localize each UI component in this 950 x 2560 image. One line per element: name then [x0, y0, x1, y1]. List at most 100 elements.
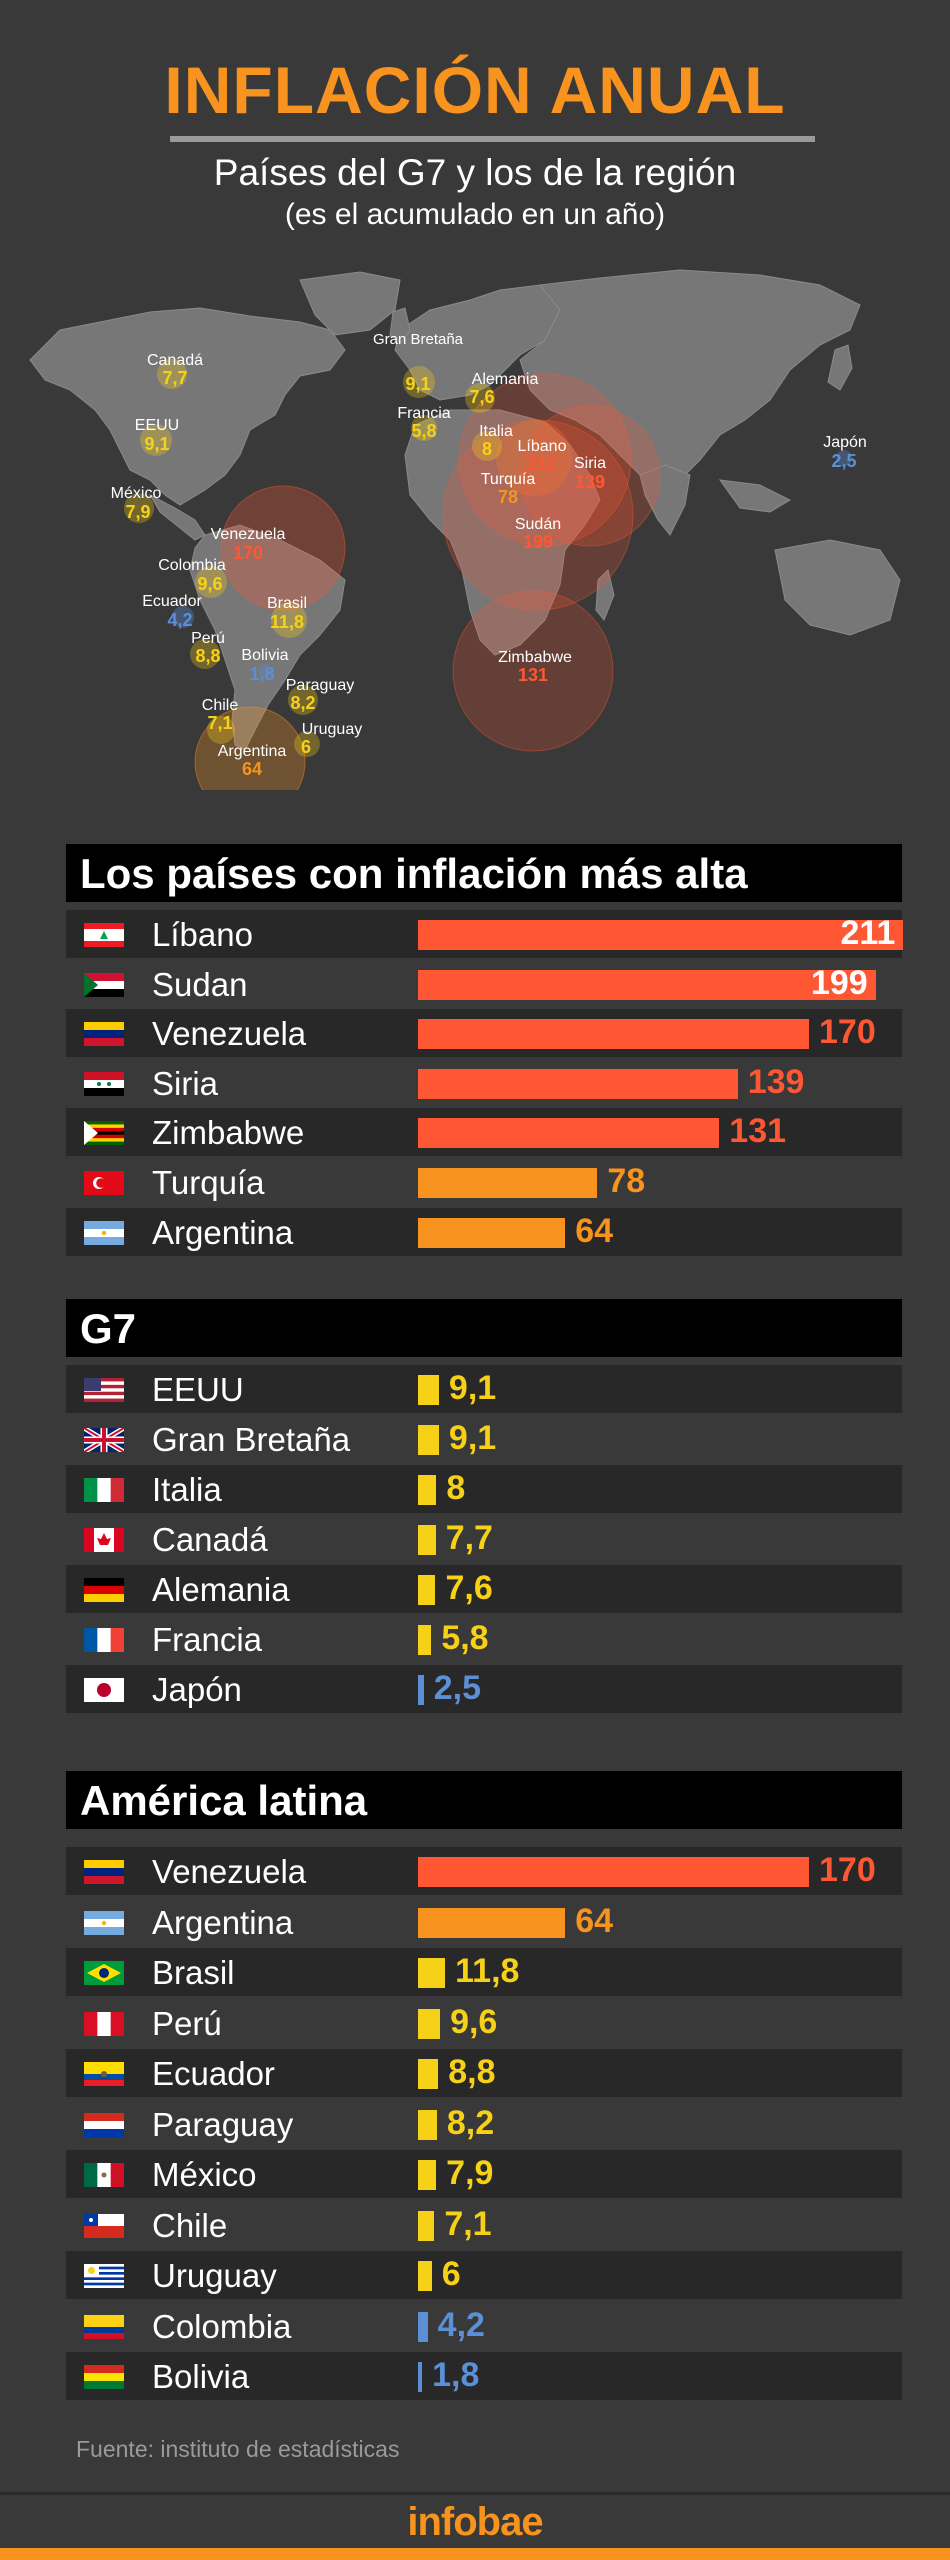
flag-mexico-icon [84, 2163, 124, 2187]
bar [418, 2059, 439, 2089]
country-label: Gran Bretaña [152, 1421, 351, 1458]
chart-row: México 7,9 [66, 2150, 902, 2198]
chart-row: Brasil 11,8 [66, 1948, 902, 1996]
country-label: Japón [152, 1671, 242, 1708]
flag-ecuador-icon [84, 2062, 124, 2086]
value-label: 8 [446, 1469, 466, 1507]
chart-row: Paraguay 8,2 [66, 2100, 902, 2148]
value-label: 139 [747, 1062, 805, 1101]
chart-row: Bolivia 1,8 [66, 2352, 902, 2400]
flag-chile-icon [84, 2213, 124, 2238]
flag-germany-icon [84, 1578, 124, 1602]
country-label: Alemania [152, 1571, 290, 1608]
map-label-value: 7,6 [469, 387, 494, 407]
country-label: EEUU [152, 1371, 244, 1408]
flag-usa-icon [84, 1378, 124, 1402]
bar [418, 2311, 428, 2342]
brand-logo: infobae [407, 2500, 543, 2544]
bar [418, 1217, 566, 1248]
country-label: Brasil [152, 1954, 235, 1991]
bar [418, 1118, 720, 1149]
bar [418, 1475, 437, 1505]
africa-landmass [404, 409, 601, 656]
map-label-name: Líbano [518, 438, 567, 455]
map-label-value: 5,8 [411, 421, 436, 441]
value-label: 131 [729, 1112, 787, 1151]
southeast-asia-landmass [718, 479, 792, 513]
flag-argentina-icon [84, 1220, 124, 1245]
chart-row: Argentina 64 [66, 1207, 902, 1256]
chart-row: Siria 139 [66, 1059, 902, 1107]
country-label: Sudan [152, 965, 248, 1003]
value-label: 6 [441, 2255, 461, 2293]
value-label: 9,1 [448, 1369, 497, 1407]
country-label: Canadá [152, 1521, 268, 1558]
chart-row: Alemania 7,6 [66, 1565, 902, 1613]
world-map: Canadá 7,7 EEUU 9,1 México 7,9 Venezuela… [29, 269, 901, 790]
chart-title: INFLACIÓN ANUAL [164, 53, 786, 127]
chart-row: Venezuela 170 [66, 1847, 902, 1895]
bar [418, 1958, 446, 1988]
country-label: Paraguay [152, 2105, 294, 2143]
map-label-name: Francia [397, 405, 450, 422]
flag-lebanon-icon [84, 923, 124, 947]
value-label: 1,8 [432, 2356, 480, 2394]
uk-landmass [389, 307, 411, 343]
bottom-accent-strip [0, 2548, 950, 2560]
map-label-name: Siria [574, 455, 606, 472]
map-label-value: 9,1 [405, 374, 430, 394]
value-label: 4,2 [437, 2305, 485, 2344]
value-label: 8,2 [446, 2103, 495, 2142]
bar [418, 1019, 809, 1050]
flag-colombia-icon [84, 2314, 124, 2339]
country-label: Bolivia [152, 2358, 250, 2395]
chart-row: Turquía 78 [66, 1158, 902, 1206]
map-label-value: 78 [498, 487, 518, 507]
chart-row: Gran Bretaña 9,1 [66, 1415, 902, 1463]
value-label: 11,8 [455, 1952, 520, 1990]
bar [418, 1068, 738, 1099]
chart-row: Italia 8 [66, 1465, 902, 1513]
madagascar-landmass [595, 569, 615, 621]
value-label: 2,5 [433, 1669, 482, 1707]
country-label: Turquía [152, 1164, 265, 1201]
map-label-value: 211 [527, 454, 556, 474]
map-label-name: Paraguay [286, 677, 355, 694]
value-label: 5,8 [441, 1619, 489, 1657]
flag-brazil-icon [84, 1961, 124, 1985]
section-title: América latina [80, 1777, 368, 1824]
flag-argentina-icon [84, 1910, 124, 1935]
flag-syria-icon [84, 1071, 124, 1096]
chart-row: Uruguay 6 [66, 2251, 902, 2299]
country-label: Colombia [152, 2307, 292, 2345]
country-label: México [152, 2156, 257, 2193]
country-label: Zimbabwe [152, 1114, 305, 1152]
value-label: 7,6 [445, 1569, 493, 1607]
bar [418, 1425, 439, 1455]
country-label: Chile [152, 2206, 228, 2244]
chart-row: Colombia 4,2 [66, 2302, 902, 2350]
section-header-g7: G7 [66, 1299, 902, 1357]
bar [418, 2109, 437, 2140]
map-label-value: 11,8 [270, 612, 304, 632]
section-title: G7 [80, 1305, 137, 1352]
country-label: Argentina [152, 1213, 294, 1251]
value-label: 7,7 [445, 1519, 493, 1557]
chart-row: Perú 9,6 [66, 1999, 902, 2047]
value-label: 9,1 [448, 1419, 497, 1457]
map-label-value: 8 [482, 439, 492, 459]
map-label-value: 64 [242, 759, 262, 779]
map-label-value: 6 [301, 737, 311, 757]
flag-zimbabwe-icon [84, 1121, 124, 1146]
map-label-name: Colombia [158, 557, 226, 574]
chart-row: Venezuela 170 [66, 1009, 902, 1058]
map-label-value: 2,5 [831, 451, 856, 471]
map-label-value: 4,2 [167, 610, 192, 630]
chart-row: Zimbabwe 131 [66, 1108, 902, 1157]
bar [418, 1375, 439, 1405]
flag-italy-icon [84, 1478, 124, 1502]
bar [418, 2160, 437, 2190]
country-label: Italia [152, 1471, 222, 1508]
value-label: 7,1 [444, 2204, 492, 2243]
chart-row: Líbano 211 [66, 910, 904, 958]
